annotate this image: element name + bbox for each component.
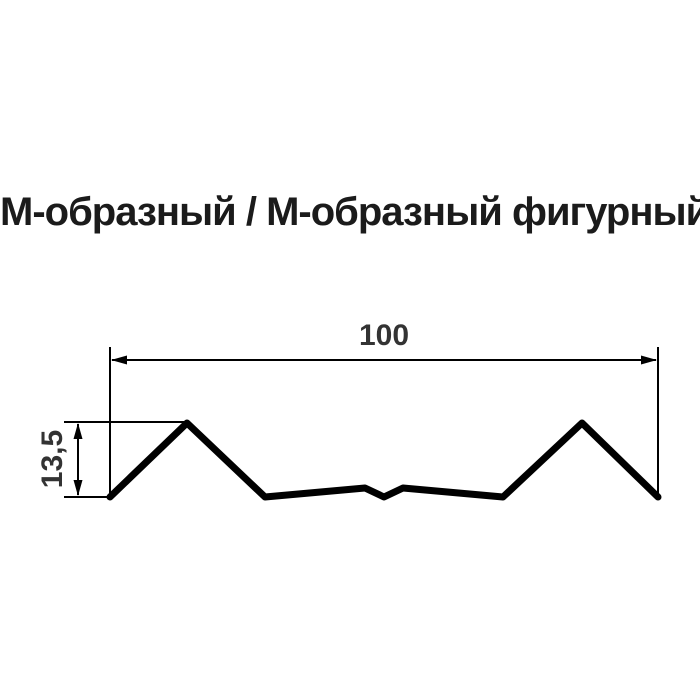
height-dim-arrow-bottom-icon [73,480,83,496]
page-title: М-образный / М-образный фигурный [0,190,700,234]
width-dim-arrow-right-icon [641,355,657,365]
width-dimension-label: 100 [359,319,409,352]
height-dimension-label: 13,5 [36,430,69,488]
width-dim-arrow-left-icon [111,355,127,365]
height-dim-arrow-top-icon [73,423,83,439]
profile-outline [106,419,662,501]
